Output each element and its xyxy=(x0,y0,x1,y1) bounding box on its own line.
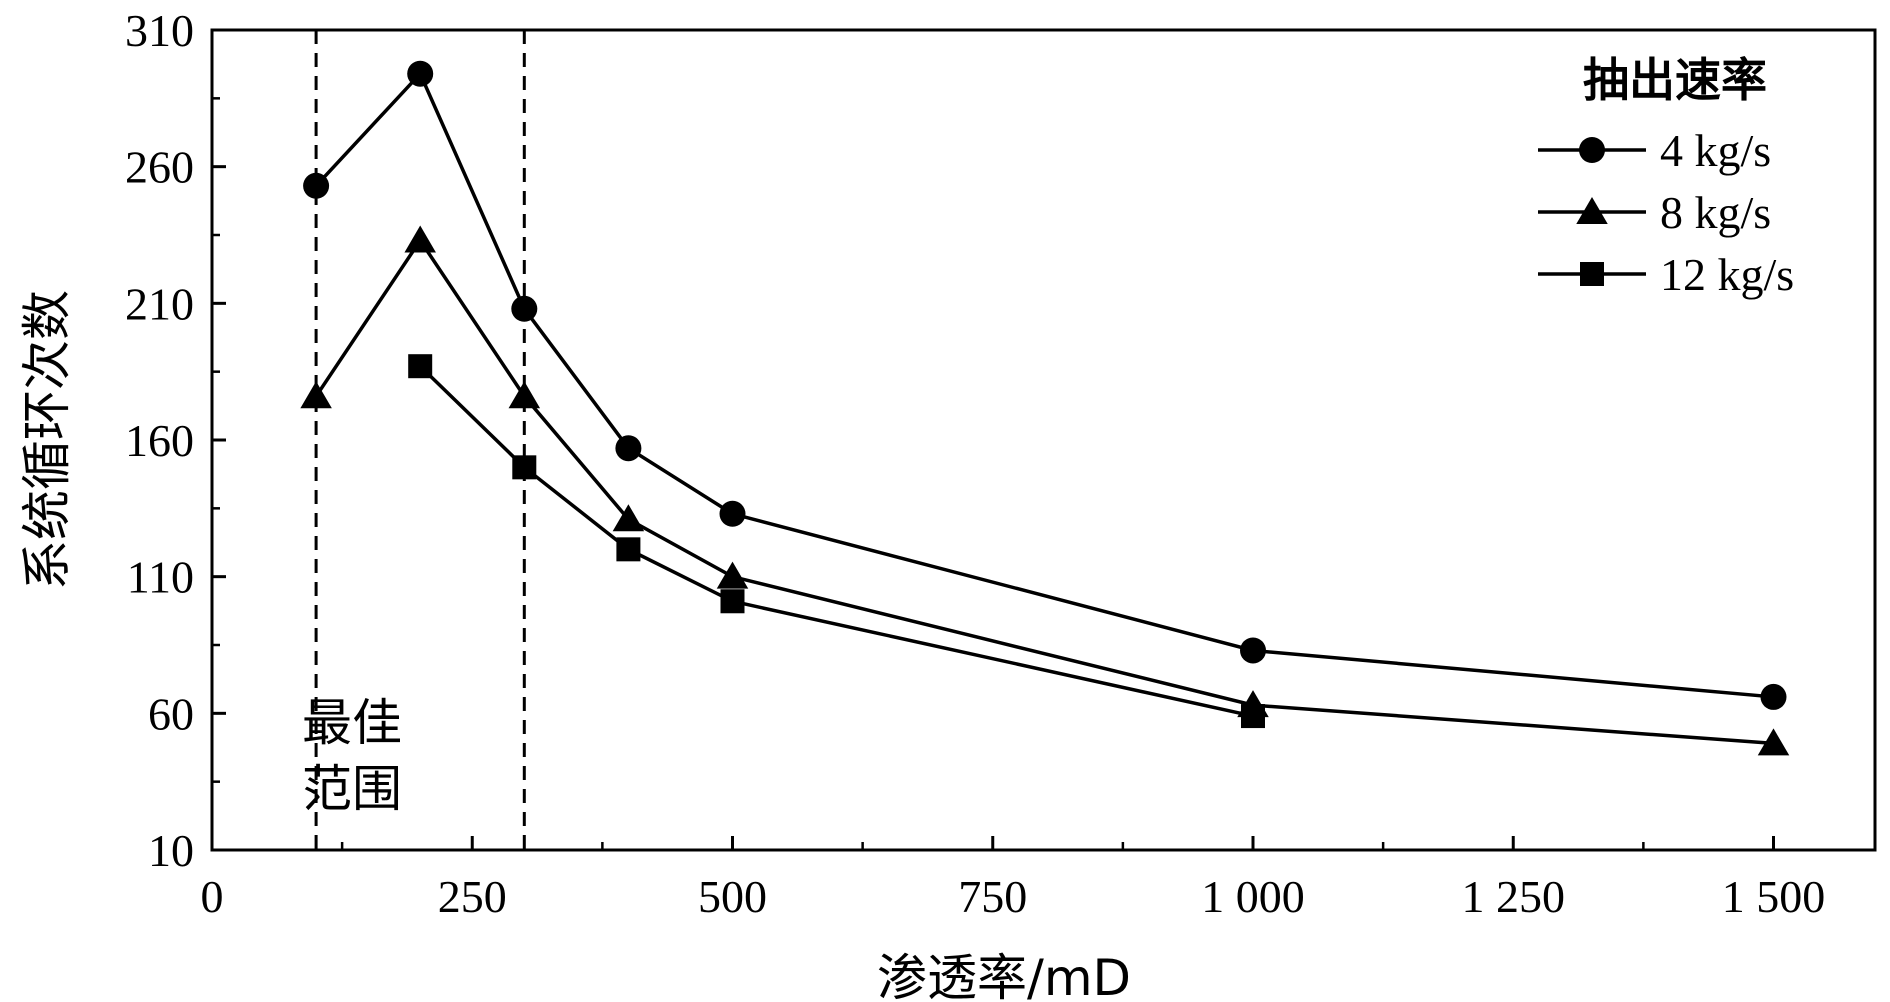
x-axis-title: 渗透率/mD xyxy=(877,949,1131,1002)
legend-label: 4 kg/s xyxy=(1660,125,1771,176)
y-tick-label: 210 xyxy=(125,278,194,329)
y-tick-label: 110 xyxy=(127,552,194,603)
data-point xyxy=(407,60,434,87)
legend-label: 8 kg/s xyxy=(1660,187,1771,238)
data-point xyxy=(300,381,332,409)
y-axis: 10 60 110 160 210 260 310 xyxy=(125,5,226,876)
data-point xyxy=(511,295,538,322)
y-tick-label: 160 xyxy=(125,415,194,466)
x-tick-label: 1 000 xyxy=(1201,871,1305,922)
data-point xyxy=(512,455,537,480)
data-point xyxy=(716,561,749,589)
series-line xyxy=(314,70,1774,699)
data-point xyxy=(615,435,642,462)
x-tick-label: 250 xyxy=(438,871,507,922)
data-point xyxy=(404,225,436,253)
data-point xyxy=(408,354,433,379)
y-tick-label: 310 xyxy=(125,5,194,56)
x-tick-label: 750 xyxy=(958,871,1027,922)
data-point xyxy=(612,504,645,532)
legend-marker xyxy=(1576,197,1608,224)
data-point xyxy=(1240,637,1266,664)
annotation-line-1: 最佳 xyxy=(302,694,402,752)
data-point xyxy=(508,381,541,409)
data-point xyxy=(1760,683,1787,710)
y-tick-label: 60 xyxy=(148,688,194,739)
legend: 抽出速率 4 kg/s 8 kg/s 12 kg/s xyxy=(1538,53,1794,300)
legend-label: 12 kg/s xyxy=(1660,249,1794,300)
legend-item: 4 kg/s xyxy=(1538,125,1771,176)
x-axis: 0 250 500 750 1 000 1 250 1 500 xyxy=(201,836,1826,922)
x-tick-label: 0 xyxy=(201,871,224,922)
plot-frame xyxy=(210,28,1877,852)
series-2 xyxy=(408,354,1265,729)
data-point xyxy=(720,589,745,614)
legend-marker xyxy=(1579,137,1605,163)
data-point xyxy=(1241,704,1265,729)
legend-item: 8 kg/s xyxy=(1538,187,1771,238)
x-tick-label: 1 500 xyxy=(1722,871,1826,922)
annotation-line-2: 范围 xyxy=(302,760,402,818)
series-layer xyxy=(300,60,1790,756)
data-point xyxy=(616,537,641,562)
series-0 xyxy=(303,60,1787,710)
data-point xyxy=(303,172,330,199)
data-point xyxy=(719,500,746,527)
y-tick-label: 260 xyxy=(125,142,194,193)
x-tick-label: 500 xyxy=(698,871,767,922)
y-tick-label: 10 xyxy=(148,825,194,876)
legend-item: 12 kg/s xyxy=(1538,249,1794,300)
data-point xyxy=(1757,728,1790,756)
legend-title: 抽出速率 xyxy=(1583,53,1767,107)
x-tick-label: 1 250 xyxy=(1462,871,1566,922)
legend-marker xyxy=(1580,262,1604,286)
y-axis-title: 系统循环次数 xyxy=(18,290,76,590)
